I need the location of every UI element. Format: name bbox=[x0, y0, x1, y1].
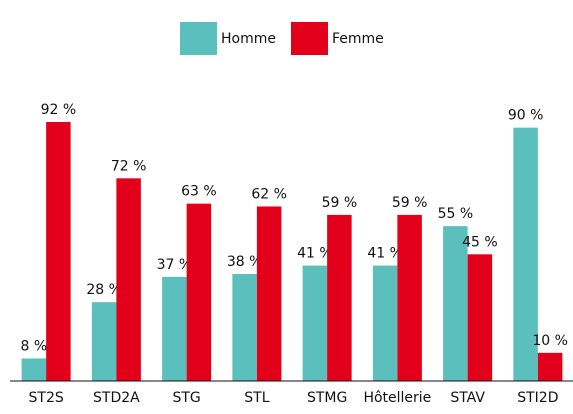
bar bbox=[186, 203, 212, 381]
value-label: 59 % bbox=[392, 195, 428, 211]
value-label: 8 % bbox=[21, 338, 48, 354]
legend-swatch bbox=[180, 22, 217, 55]
value-label: 59 % bbox=[322, 195, 358, 211]
value-label: 41 % bbox=[367, 246, 403, 262]
x-tick-label: STMG bbox=[307, 390, 347, 406]
value-label: 92 % bbox=[41, 102, 77, 118]
x-tick-label: STAV bbox=[450, 390, 485, 406]
value-label: 28 % bbox=[86, 282, 122, 298]
bar bbox=[232, 274, 257, 381]
legend-label: Femme bbox=[332, 31, 384, 47]
legend-swatch bbox=[291, 22, 328, 55]
bar bbox=[46, 122, 71, 382]
bar bbox=[116, 178, 141, 381]
value-label: 72 % bbox=[111, 158, 147, 174]
value-label: 38 % bbox=[227, 254, 263, 270]
x-tick-label: STL bbox=[244, 390, 269, 406]
bar bbox=[302, 265, 328, 381]
value-label: 37 % bbox=[157, 257, 193, 273]
bar bbox=[21, 358, 47, 381]
value-label: 63 % bbox=[181, 184, 217, 200]
bar bbox=[397, 214, 422, 381]
bar bbox=[372, 265, 398, 381]
value-label: 41 % bbox=[297, 246, 333, 262]
bar bbox=[443, 226, 468, 381]
value-label: 62 % bbox=[251, 186, 287, 202]
legend-label: Homme bbox=[221, 31, 276, 47]
bar bbox=[162, 276, 187, 381]
bar bbox=[327, 214, 352, 381]
value-label: 10 % bbox=[532, 333, 568, 349]
x-tick-label: Hôtellerie bbox=[363, 390, 431, 406]
bar bbox=[467, 254, 493, 381]
bar bbox=[537, 352, 563, 381]
bar bbox=[256, 206, 282, 381]
x-tick-label: STD2A bbox=[93, 390, 140, 406]
bar bbox=[513, 127, 538, 382]
value-label: 90 % bbox=[508, 108, 544, 124]
value-label: 45 % bbox=[462, 234, 498, 250]
bar bbox=[91, 302, 117, 381]
x-tick-label: STG bbox=[172, 390, 200, 406]
x-tick-label: STI2D bbox=[517, 390, 558, 406]
x-tick-label: ST2S bbox=[29, 390, 64, 406]
value-label: 55 % bbox=[438, 206, 474, 222]
